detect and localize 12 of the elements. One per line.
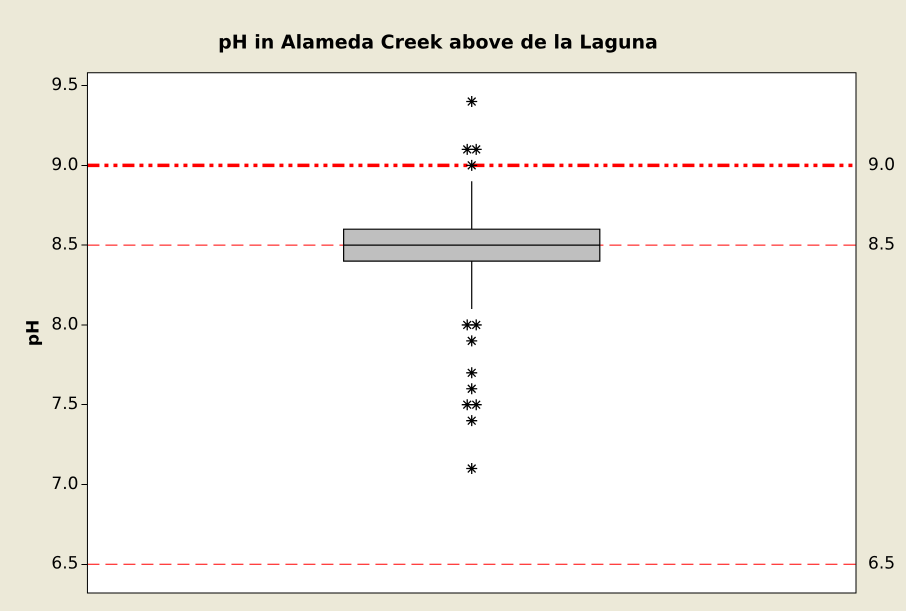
y-tick-label: 8.5 — [51, 234, 78, 255]
y-tick-label: 7.0 — [51, 474, 78, 494]
y-tick-label: 9.5 — [51, 74, 78, 95]
y-tick-label: 9.0 — [51, 154, 78, 175]
y-axis-title: pH — [24, 320, 44, 346]
chart-title: pH in Alameda Creek above de la Laguna — [218, 31, 658, 54]
ref-line-label: 6.5 — [868, 554, 896, 574]
ref-line-label: 8.5 — [868, 234, 896, 255]
y-tick-label: 7.5 — [51, 394, 78, 414]
y-tick-label: 6.5 — [51, 554, 78, 574]
y-tick-label: 8.0 — [51, 314, 78, 334]
ref-line-label: 9.0 — [868, 154, 896, 175]
